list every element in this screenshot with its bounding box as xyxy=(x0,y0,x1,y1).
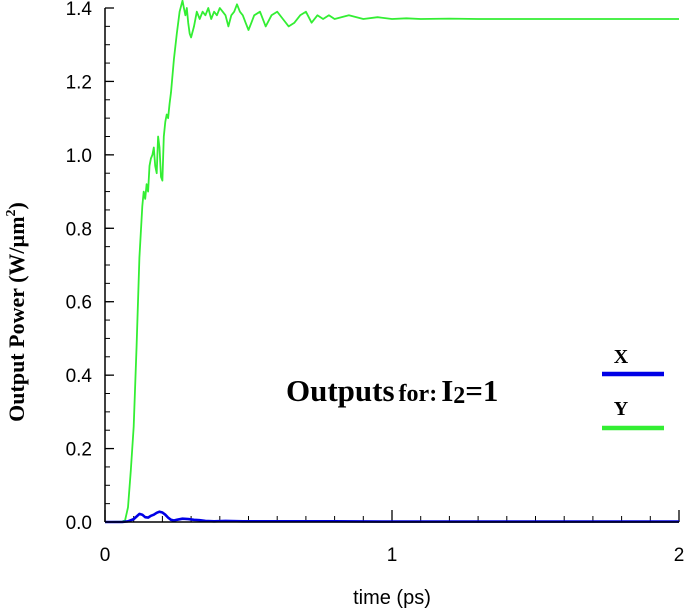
legend-label-x: X xyxy=(614,346,629,368)
y-tick-label: 1.2 xyxy=(66,72,92,93)
y-tick-labels: 0.0 0.2 0.4 0.6 0.8 1.0 1.2 1.4 xyxy=(66,0,93,534)
x-tick-labels: 0 1 2 xyxy=(100,545,685,566)
y-axis-title-main: Output Power (W/µm xyxy=(4,216,29,421)
x-tick-label: 1 xyxy=(387,545,398,566)
legend: XY xyxy=(602,346,664,431)
annotation-subscript: 2 xyxy=(453,383,465,409)
series-group xyxy=(105,0,679,524)
plot-area xyxy=(105,0,679,524)
y-tick-label: 1.0 xyxy=(66,146,92,167)
y-tick-label: 0.8 xyxy=(66,219,92,240)
annotation-text: Outputs for: I2=1 xyxy=(286,373,498,409)
y-axis-title-superscript: 2 xyxy=(4,209,19,216)
legend-label-y: Y xyxy=(614,398,629,420)
x-axis-title: time (ps) xyxy=(353,587,431,609)
y-tick-label: 0.2 xyxy=(66,440,92,461)
series-line-y xyxy=(105,0,679,523)
x-tick-label: 2 xyxy=(674,545,685,566)
y-tick-label: 0.0 xyxy=(66,513,92,534)
annotation-rest: =1 xyxy=(465,373,498,408)
annotation-main: Outputs xyxy=(286,373,395,408)
y-tick-label: 0.6 xyxy=(66,293,92,314)
y-tick-label: 0.4 xyxy=(66,366,93,387)
y-axis-title-suffix: ) xyxy=(4,202,29,209)
annotation-var: I xyxy=(441,373,453,408)
y-tick-label: 1.4 xyxy=(66,0,93,20)
x-tick-label: 0 xyxy=(100,545,111,566)
annotation-for: for: xyxy=(399,381,438,407)
y-axis-title: Output Power (W/µm2) xyxy=(4,202,29,422)
series-line-x xyxy=(105,510,679,524)
